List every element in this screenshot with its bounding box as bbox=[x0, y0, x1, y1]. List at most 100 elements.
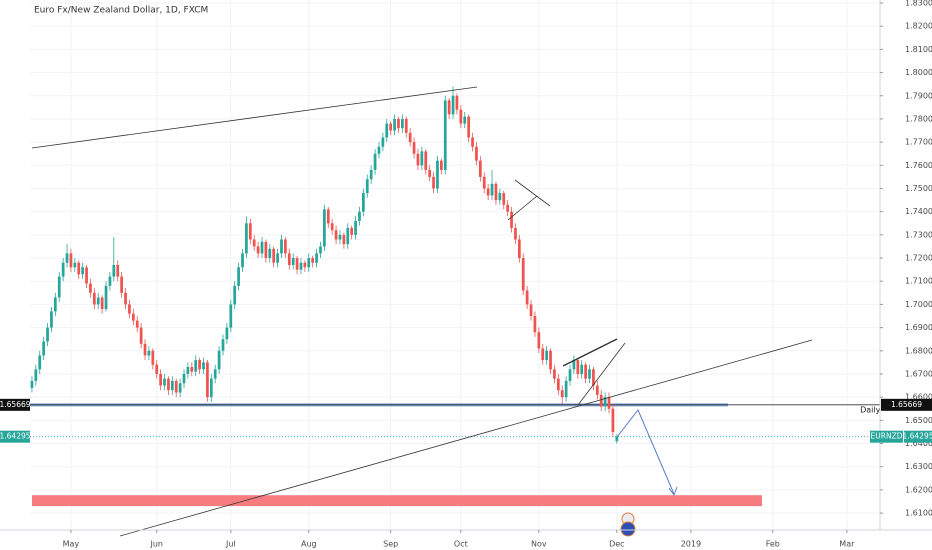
candle-body bbox=[572, 360, 576, 370]
candle-body bbox=[525, 290, 529, 305]
candle-body bbox=[412, 142, 416, 154]
candle-body bbox=[560, 390, 564, 398]
y-tick-label: 1.66000 bbox=[905, 393, 932, 402]
candle-body bbox=[147, 350, 151, 356]
candle-body bbox=[159, 373, 162, 386]
candle-body bbox=[276, 253, 279, 263]
y-tick-label: 1.77000 bbox=[905, 138, 932, 147]
candle-body bbox=[330, 223, 334, 231]
candle-body bbox=[475, 146, 478, 161]
candle-body bbox=[334, 230, 338, 240]
x-tick-label: Dec bbox=[609, 540, 624, 549]
y-tick-label: 1.81000 bbox=[905, 45, 932, 54]
y-tick-label: 1.73000 bbox=[905, 230, 932, 239]
candle-body bbox=[143, 343, 147, 356]
last-price-label: 1.64295 bbox=[0, 432, 31, 441]
candle-body bbox=[120, 276, 123, 293]
candle-body bbox=[280, 239, 283, 254]
candle-body bbox=[350, 227, 354, 235]
candle-body bbox=[65, 253, 69, 263]
candle-body bbox=[57, 276, 61, 298]
x-tick-label: Sep bbox=[383, 540, 398, 549]
candle-body bbox=[537, 332, 541, 349]
candle-body bbox=[307, 258, 311, 268]
candle-body bbox=[494, 183, 498, 201]
candle-body bbox=[549, 350, 552, 370]
candle-body bbox=[533, 316, 537, 333]
candle-body bbox=[272, 248, 276, 263]
candle-body bbox=[34, 369, 38, 381]
candle-body bbox=[385, 123, 389, 138]
candle-body bbox=[428, 169, 432, 177]
candle-body bbox=[170, 380, 174, 391]
candle-body bbox=[299, 262, 303, 270]
projection bbox=[616, 409, 675, 495]
candle-body bbox=[100, 297, 104, 310]
candle-body bbox=[323, 209, 326, 247]
candle-body bbox=[92, 292, 96, 305]
candle-body bbox=[443, 100, 447, 170]
candle-body bbox=[393, 118, 396, 131]
candle-body bbox=[85, 267, 88, 284]
candle-body bbox=[447, 100, 451, 115]
candle-body bbox=[611, 408, 615, 432]
y-tick-label: 1.67000 bbox=[905, 369, 932, 378]
trend-line bbox=[31, 86, 478, 149]
candle-body bbox=[116, 265, 120, 277]
candle-body bbox=[451, 95, 455, 115]
candle-body bbox=[248, 223, 252, 240]
y-tick-label: 1.68000 bbox=[905, 346, 932, 355]
symbol-label-box bbox=[870, 430, 903, 443]
candle-body bbox=[128, 304, 131, 314]
candle-body bbox=[521, 258, 525, 291]
y-tick-label: 1.69000 bbox=[905, 323, 932, 332]
candle-body bbox=[588, 369, 591, 379]
candle-body bbox=[252, 239, 256, 247]
candle-body bbox=[311, 258, 315, 263]
y-tick-label: 1.71000 bbox=[905, 277, 932, 286]
candle-body bbox=[96, 297, 100, 305]
candle-body bbox=[564, 380, 568, 398]
y-tick-label: 1.78000 bbox=[905, 114, 932, 123]
candle-body bbox=[358, 211, 361, 221]
candle-body bbox=[268, 248, 272, 259]
y-tick-label: 1.76000 bbox=[905, 161, 932, 170]
candle-body bbox=[377, 146, 381, 154]
candle-body bbox=[408, 132, 412, 143]
candle-body bbox=[104, 285, 108, 310]
triangle-line bbox=[562, 338, 618, 367]
last-price-label-box bbox=[0, 430, 30, 443]
candle-body bbox=[498, 193, 502, 201]
y-tick-label: 1.80000 bbox=[905, 68, 932, 77]
y-tick-label: 1.72000 bbox=[905, 254, 932, 263]
candle-body bbox=[346, 227, 350, 245]
x-tick-label: Jul bbox=[225, 540, 236, 549]
candle-body bbox=[580, 364, 584, 374]
candle-body bbox=[389, 123, 393, 131]
candle-body bbox=[584, 364, 587, 379]
target-zone bbox=[32, 495, 762, 507]
candle-body bbox=[486, 188, 490, 196]
resistance-label-box bbox=[881, 398, 932, 411]
x-tick-label: Mar bbox=[839, 540, 855, 549]
candle-body bbox=[151, 350, 155, 365]
candle-body bbox=[73, 262, 77, 268]
candle-body bbox=[112, 265, 116, 277]
candle-body bbox=[206, 362, 209, 398]
candle-body bbox=[89, 283, 92, 293]
candle-body bbox=[53, 297, 57, 312]
grid bbox=[30, 0, 880, 530]
candle-body bbox=[432, 176, 435, 189]
candle-body bbox=[287, 253, 291, 265]
resistance-label: 1.65669 bbox=[0, 400, 31, 409]
candle-body bbox=[256, 246, 260, 254]
candle-body bbox=[221, 339, 225, 351]
candle-body bbox=[167, 378, 170, 391]
candle-body bbox=[607, 397, 611, 409]
candle-body bbox=[326, 209, 330, 224]
x-tick-label: Aug bbox=[301, 540, 317, 549]
candle-body bbox=[174, 380, 178, 393]
candle-body bbox=[502, 193, 506, 205]
candle-body bbox=[229, 304, 233, 328]
